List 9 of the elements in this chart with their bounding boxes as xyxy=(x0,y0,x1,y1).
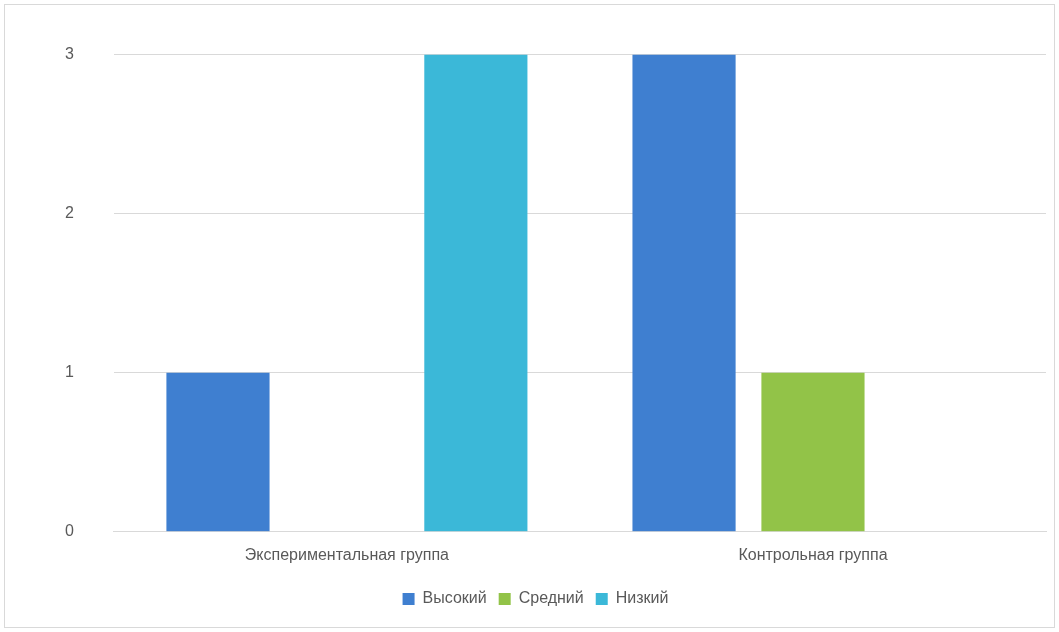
y-tick-label: 2 xyxy=(64,204,74,222)
y-tick-label: 1 xyxy=(64,363,74,381)
y-tick-label: 3 xyxy=(64,45,74,63)
legend-label: Низкий xyxy=(615,589,669,607)
legend-label: Высокий xyxy=(422,589,487,607)
x-tick-label: Экспериментальная группа xyxy=(244,545,450,563)
x-tick-label: Контрольная группа xyxy=(738,545,888,563)
legend-label: Средний xyxy=(518,589,584,607)
y-tick-label: 0 xyxy=(64,522,74,540)
